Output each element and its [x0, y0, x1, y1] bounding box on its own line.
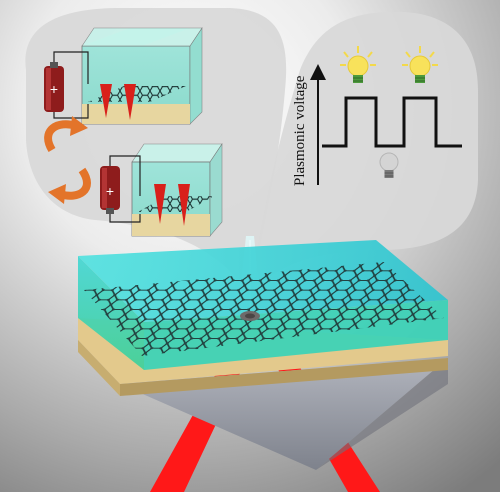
graphene-sheet	[138, 196, 214, 212]
cycle-arrows-icon	[44, 116, 91, 204]
graphene-lattice	[84, 262, 444, 356]
main-device	[78, 240, 448, 470]
battery-icon: +	[100, 155, 141, 223]
field-triangle	[178, 184, 190, 226]
bulb-off-icon	[379, 152, 399, 178]
voltage-square-wave	[322, 96, 462, 148]
y-axis-label: Plasmonic voltage	[292, 75, 308, 186]
bulb-on-icon	[340, 46, 376, 83]
bulb-on-icon	[402, 46, 438, 83]
device-box-bottom	[131, 143, 223, 237]
field-triangle	[100, 84, 112, 118]
field-triangle	[154, 184, 166, 224]
graphene-sheet	[88, 86, 186, 102]
plasmonic-voltage-plot: Plasmonic voltage	[292, 64, 462, 186]
battery-plus: +	[50, 81, 58, 97]
field-triangle	[124, 84, 136, 120]
battery-icon: +	[44, 51, 89, 119]
device-box-top	[81, 27, 203, 125]
battery-plus: +	[106, 183, 114, 199]
